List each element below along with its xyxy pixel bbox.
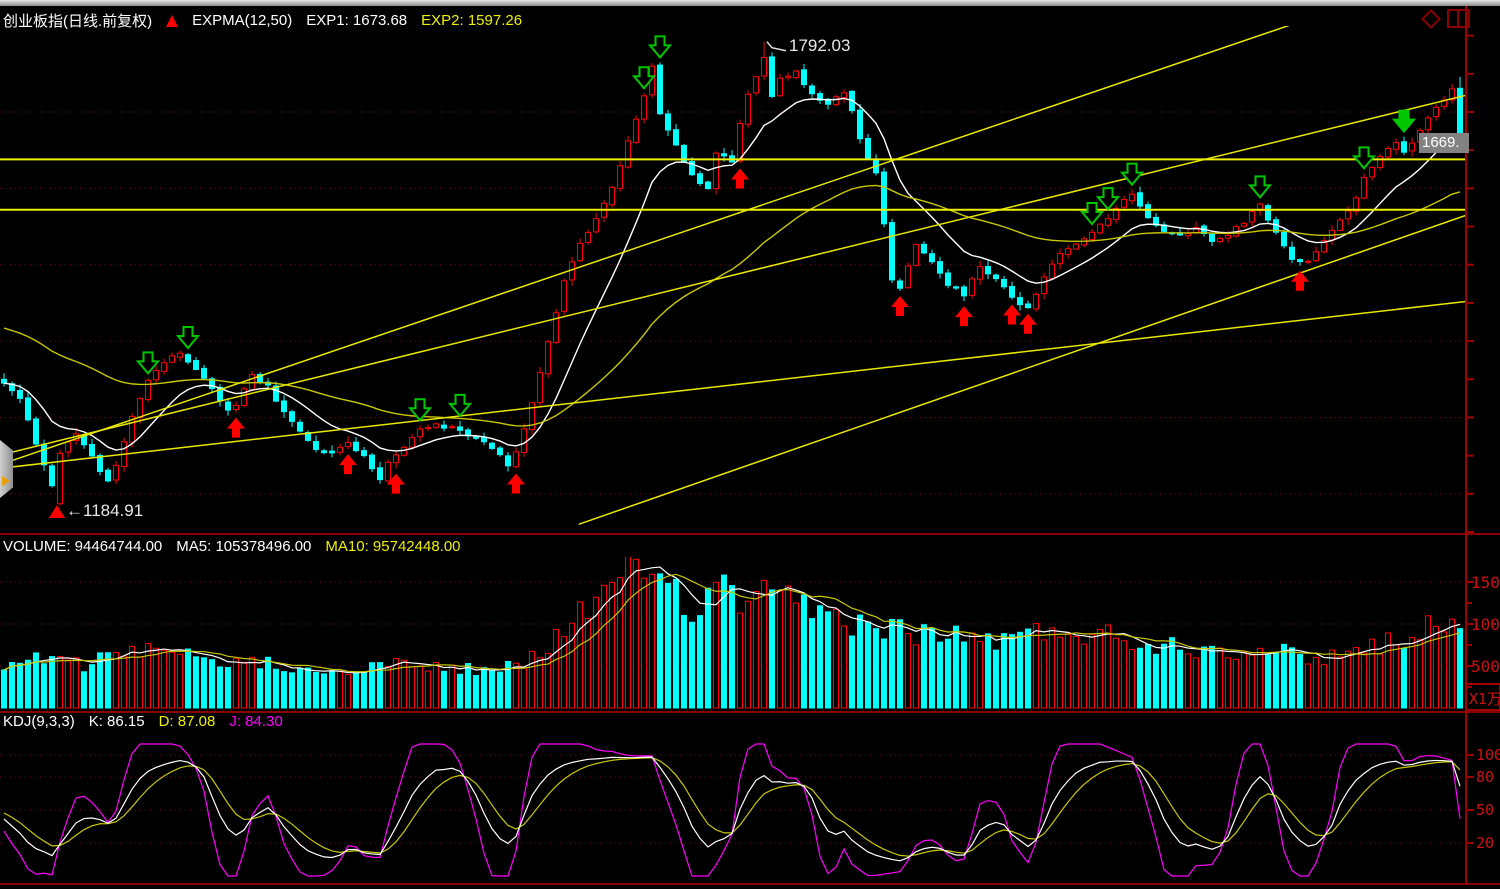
low-price-annotation: ←1184.91 bbox=[66, 501, 144, 520]
volume-ma5-value: MA5: 105378496.00 bbox=[176, 538, 312, 555]
pane-controls bbox=[1421, 8, 1470, 29]
exp1-value: EXP1: 1673.68 bbox=[306, 12, 408, 29]
price-header: 创业板指(日线.前复权) EXPMA(12,50) EXP1: 1673.68 … bbox=[3, 10, 536, 31]
svg-text:50: 50 bbox=[1476, 801, 1494, 819]
symbol-title[interactable]: 创业板指(日线.前复权) bbox=[3, 13, 153, 30]
indicator-label[interactable]: EXPMA(12,50) bbox=[192, 12, 293, 29]
volume-value: VOLUME: 94464744.00 bbox=[3, 538, 163, 555]
kdj-layer bbox=[0, 743, 1466, 877]
kdj-j-value: J: 84.30 bbox=[229, 713, 283, 730]
expand-arrow-icon bbox=[2, 476, 10, 486]
kdj-name[interactable]: KDJ(9,3,3) bbox=[3, 713, 75, 730]
left-arrow-icon: ← bbox=[66, 501, 83, 520]
split-pane-icon[interactable] bbox=[1447, 9, 1470, 28]
annotation-pointers bbox=[49, 41, 787, 518]
diamond-icon[interactable] bbox=[1421, 8, 1441, 29]
exp2-value: EXP2: 1597.26 bbox=[421, 12, 523, 29]
volume-layer bbox=[0, 557, 1466, 709]
kdj-header: KDJ(9,3,3) K: 86.15 D: 87.08 J: 84.30 bbox=[3, 713, 297, 730]
svg-text:80: 80 bbox=[1476, 768, 1494, 786]
svg-text:100: 100 bbox=[1476, 746, 1500, 764]
last-price-tag: 1669. bbox=[1419, 133, 1469, 153]
svg-text:5000: 5000 bbox=[1471, 657, 1500, 676]
high-price-annotation: 1792.03 bbox=[789, 36, 851, 55]
candles-layer bbox=[1, 41, 1463, 506]
svg-text:15000: 15000 bbox=[1471, 573, 1500, 592]
up-arrow-icon bbox=[166, 14, 179, 27]
signal-markers-layer bbox=[135, 35, 1417, 494]
kdj-k-value: K: 86.15 bbox=[88, 713, 145, 730]
svg-text:10000: 10000 bbox=[1471, 615, 1500, 634]
axis-layer: 15000 10000 5000 X1万 100 80 50 20 bbox=[0, 6, 1500, 885]
volume-header: VOLUME: 94464744.00 MA5: 105378496.00 MA… bbox=[3, 538, 475, 555]
drawn-lines-layer bbox=[0, 26, 1466, 525]
volume-ma10-value: MA10: 95742448.00 bbox=[325, 538, 461, 555]
price-grid bbox=[0, 111, 1466, 495]
kdj-d-value: D: 87.08 bbox=[158, 713, 216, 730]
window-edge bbox=[0, 0, 1500, 6]
pan-left-handle[interactable] bbox=[0, 440, 13, 498]
svg-text:20: 20 bbox=[1476, 834, 1494, 852]
svg-text:X1万: X1万 bbox=[1469, 690, 1500, 708]
